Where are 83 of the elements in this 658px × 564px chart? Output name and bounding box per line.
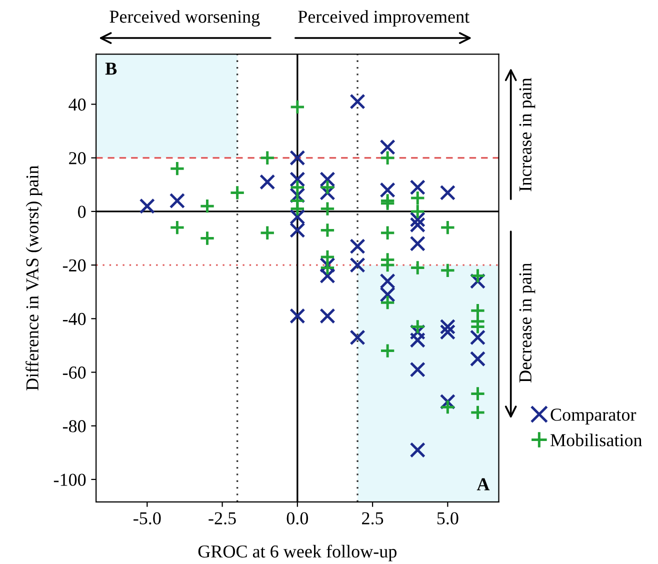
point [410,332,426,348]
point [320,200,336,217]
point [229,184,246,201]
point [320,268,336,284]
y-tick-label: -60 [62,366,86,379]
point [380,196,396,212]
y-tick-label: -40 [62,312,86,326]
point [380,342,396,359]
x-tick-label: 2.5 [362,512,384,524]
point [260,225,276,241]
point [320,180,336,196]
band-label: A [476,478,490,490]
point [380,294,396,310]
point [440,318,456,335]
text: Decrease in pain [519,262,536,382]
y-tick-label: 0 [78,206,86,218]
band-label: B [105,62,117,75]
point [320,308,336,324]
point [440,399,456,415]
point [290,200,306,217]
point [290,222,306,238]
x-tick-label: -5.0 [134,512,161,524]
x-tick-label: -2.5 [208,512,236,524]
point [410,318,426,335]
y-tick-label: 20 [69,152,86,164]
point [440,220,456,236]
point [169,160,186,176]
point [320,260,336,276]
point [410,217,426,233]
point [199,198,216,214]
y-tick-label: -100 [54,474,86,486]
point [470,404,486,420]
point [260,174,276,190]
point [440,262,456,278]
point [410,180,426,196]
point [380,150,396,166]
legend-label: Mobilisation [550,434,642,446]
point [470,330,486,346]
y-axis-title: Difference in VAS (worst) pain [26,165,42,390]
point [440,324,456,340]
y-tick-label: 40 [68,98,86,111]
point [169,220,186,236]
y-tick-label: -20 [62,259,86,272]
x-axis-title: GROC at 6 week follow-up [198,544,396,562]
text: Increase in pain [519,78,536,192]
point [380,182,396,198]
point [470,351,486,367]
point [320,222,336,238]
text: Perceived improvement [298,10,470,27]
point [290,99,306,115]
x-tick-label: 5.0 [437,512,458,524]
point [350,94,366,110]
point [380,139,396,155]
point [290,171,306,188]
text: Perceived worsening [110,10,260,27]
point [380,273,396,289]
point [410,190,426,206]
point [410,442,426,458]
point [260,150,276,166]
point [169,192,186,209]
point [470,386,486,402]
point [410,212,426,228]
point [410,236,426,252]
point [410,362,426,378]
point [440,184,456,201]
point [290,308,306,324]
legend-label: Comparator [550,408,636,424]
point [290,180,306,196]
point [290,150,306,166]
point [380,225,396,241]
point [290,208,306,225]
y-tick-label: -80 [62,420,86,432]
point [410,260,426,276]
point [470,268,486,284]
point [410,204,426,220]
x-tick-label: 0.0 [286,512,308,524]
point [350,238,366,254]
point [350,330,366,346]
point [139,198,155,214]
point [350,257,366,273]
point [380,286,396,302]
point [320,171,336,188]
point [199,230,216,246]
